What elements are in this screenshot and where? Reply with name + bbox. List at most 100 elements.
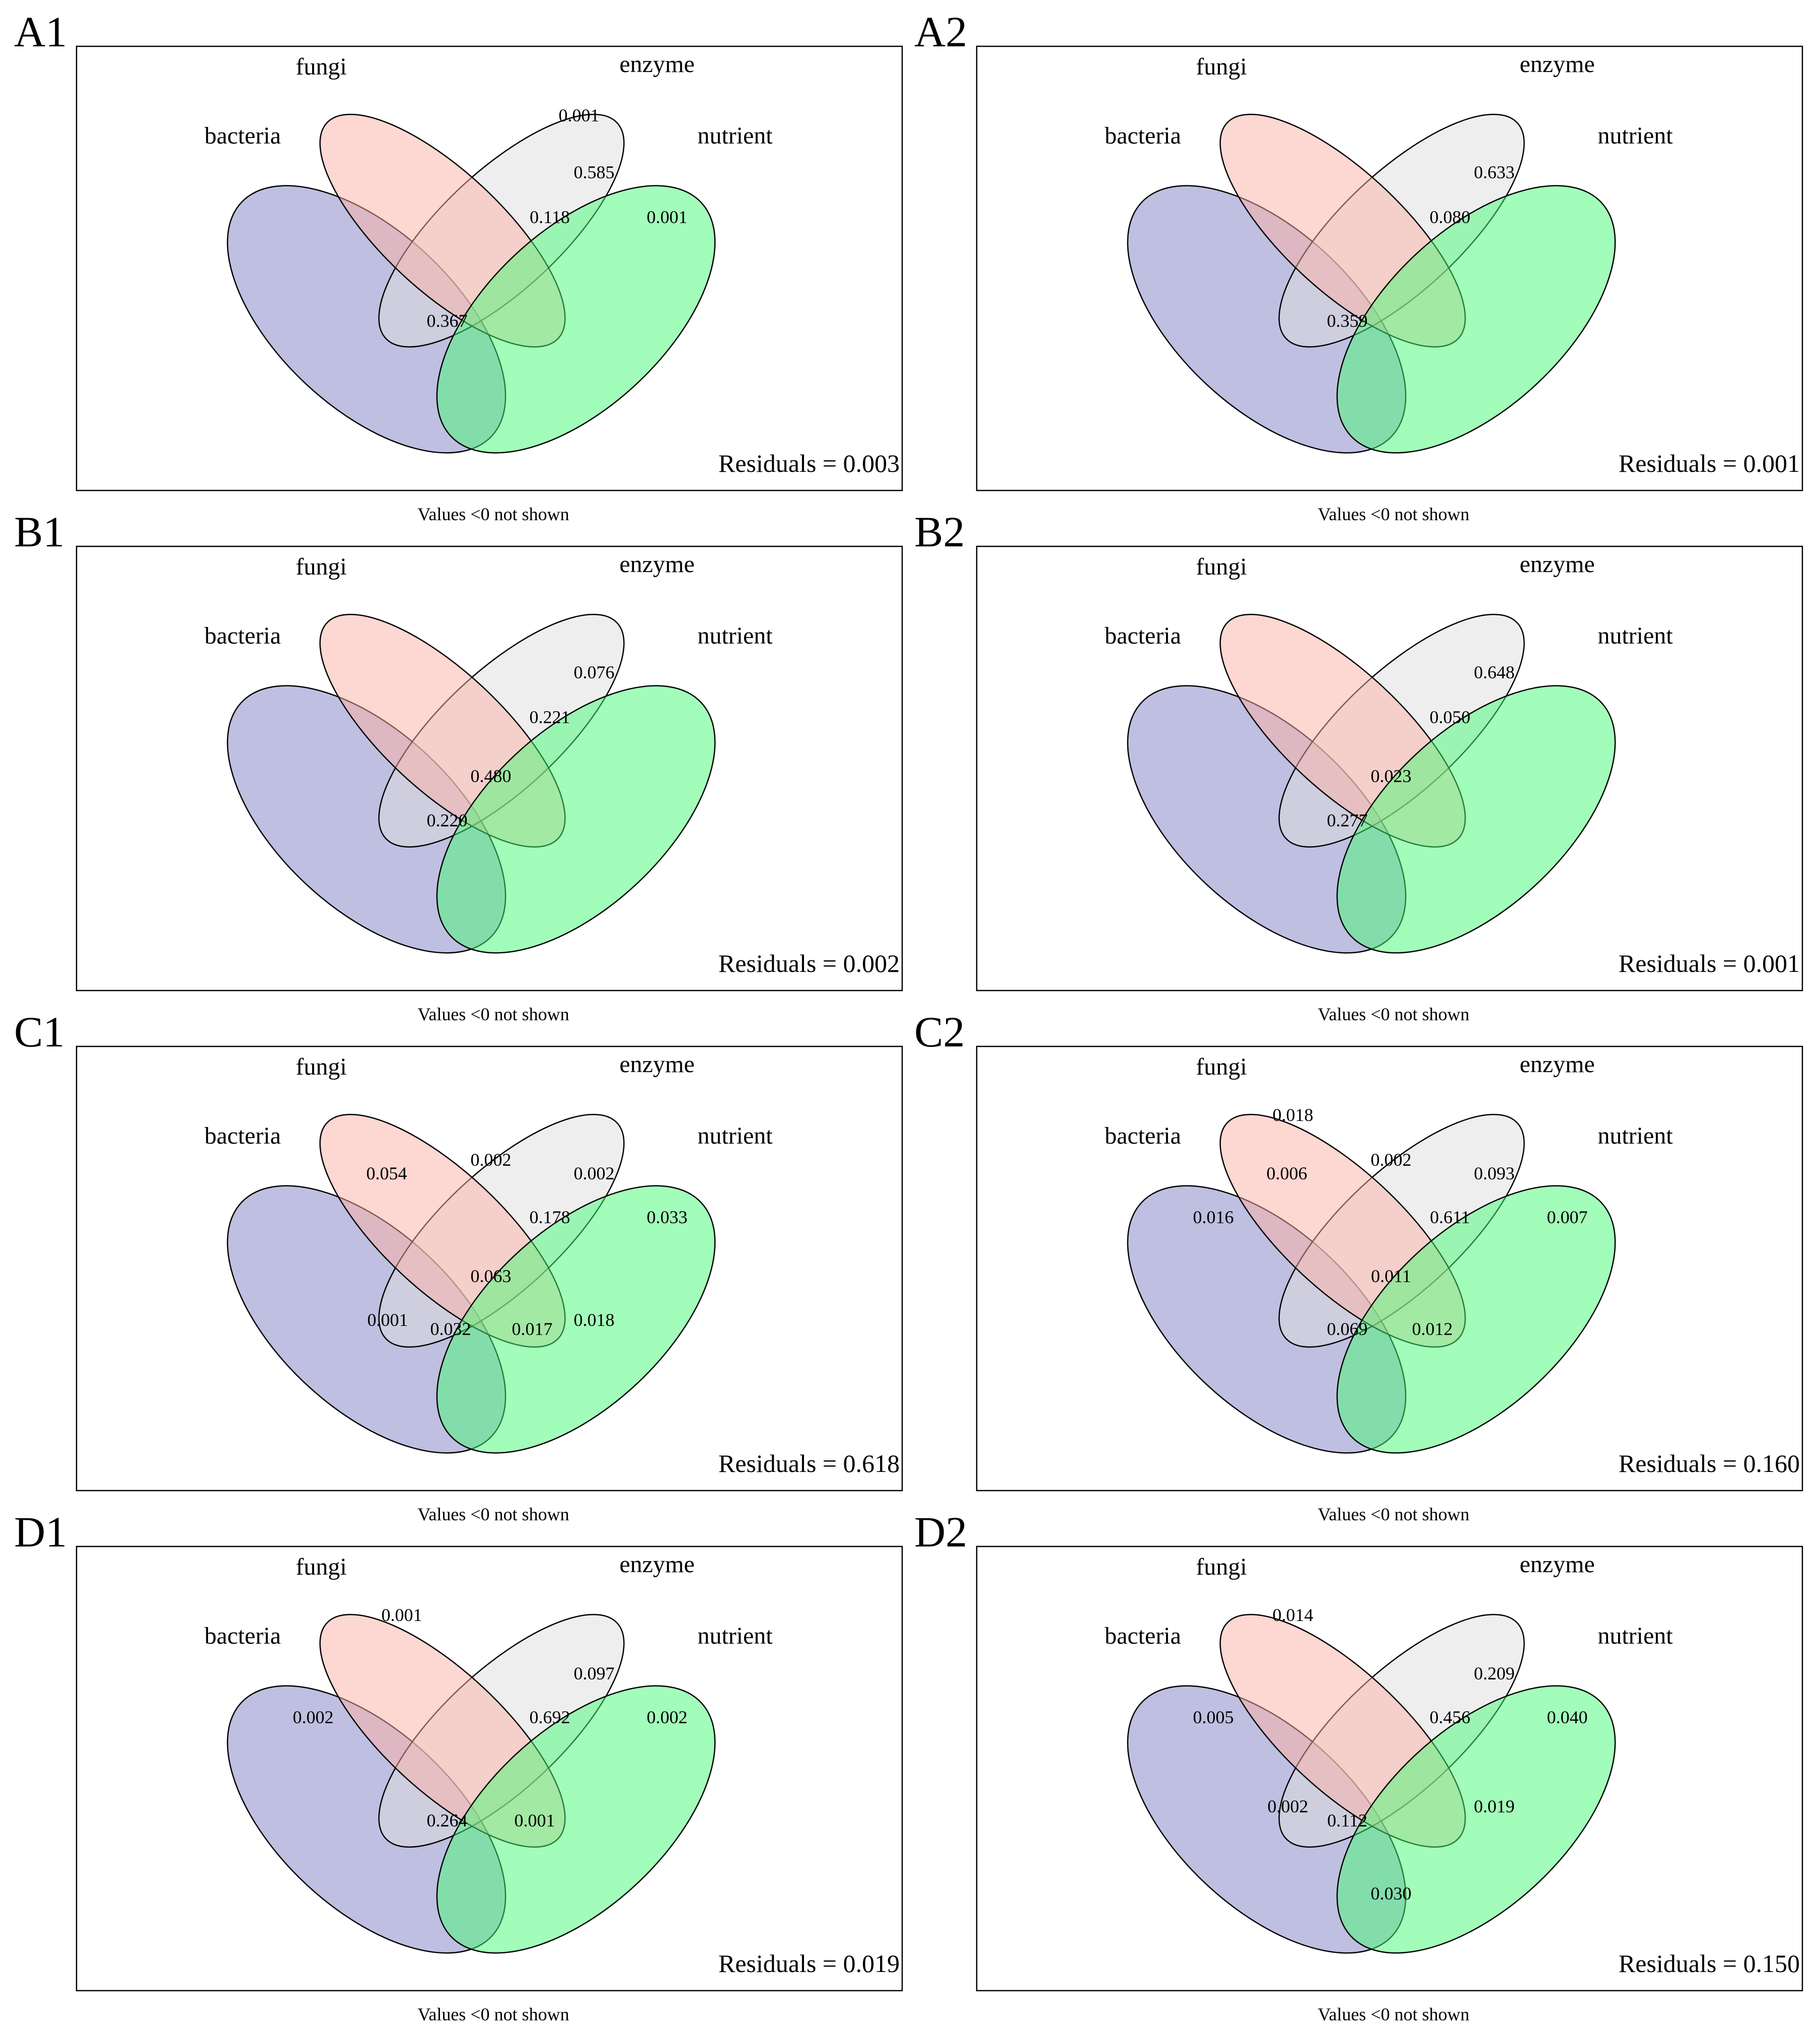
- nutrient-ellipse: [1336, 685, 1616, 954]
- value-fungi-enzyme: 0.002: [1371, 1150, 1412, 1170]
- bacteria-label: bacteria: [1105, 1623, 1181, 1649]
- enzyme-label: enzyme: [619, 51, 694, 78]
- residuals-label: Residuals = 0.001: [1619, 449, 1800, 477]
- value-bacteria-enzyme: 0.001: [368, 1310, 408, 1330]
- value-fungi-enzyme-nutrient: 0.456: [1430, 1707, 1471, 1727]
- value-fungi-enzyme-nutrient: 0.080: [1430, 207, 1471, 227]
- panel-C2: C2 bacteria fungi enzyme nutrient 0.018 0.006 0…: [914, 1008, 1803, 1524]
- value-enzyme-nutrient: 0.648: [1474, 662, 1515, 682]
- panel-label: C2: [914, 1008, 965, 1056]
- residuals-label: Residuals = 0.150: [1619, 1949, 1800, 1978]
- nutrient-label: nutrient: [1597, 622, 1673, 649]
- nutrient-label: nutrient: [697, 1623, 773, 1649]
- value-bacteria-fungi: 0.006: [1267, 1163, 1307, 1183]
- fungi-label: fungi: [1196, 1053, 1247, 1080]
- panel-label: D1: [14, 1508, 67, 1556]
- plot-frame: [76, 545, 903, 992]
- value-bacteria-enzyme-nutrient: 0.112: [1327, 1810, 1367, 1830]
- value-nutrient: 0.033: [647, 1207, 688, 1227]
- enzyme-label: enzyme: [1519, 1051, 1594, 1078]
- value-all: 0.063: [471, 1266, 512, 1286]
- value-enzyme-nutrient: 0.093: [1474, 1163, 1515, 1183]
- values-note: Values <0 not shown: [1318, 1004, 1469, 1024]
- bacteria-label: bacteria: [1105, 1122, 1181, 1149]
- value-bacteria: 0.005: [1193, 1707, 1234, 1727]
- panel-D1: D1 bacteria fungi enzyme nutrient 0.001 0.097 0…: [14, 1508, 903, 2024]
- panel-D2: D2 bacteria fungi enzyme nutrient 0.014 0.209 0…: [914, 1508, 1803, 2024]
- residuals-label: Residuals = 0.003: [718, 449, 900, 477]
- value-fungi-nutrient: 0.019: [1474, 1796, 1515, 1816]
- value-all: 0.480: [471, 766, 512, 786]
- nutrient-ellipse: [436, 685, 716, 954]
- value-fungi-nutrient: 0.018: [574, 1310, 615, 1330]
- value-bacteria-fungi: 0.054: [367, 1163, 407, 1183]
- enzyme-label: enzyme: [619, 1051, 694, 1078]
- value-bacteria-nutrient: 0.030: [1371, 1883, 1412, 1904]
- value-fungi-enzyme-nutrient: 0.118: [530, 207, 570, 227]
- value-bacteria-enzyme-nutrient: 0.359: [1327, 311, 1368, 331]
- enzyme-label: enzyme: [1519, 1551, 1594, 1578]
- fungi-label: fungi: [1196, 1554, 1247, 1580]
- plot-frame: [976, 45, 1803, 491]
- value-fungi-enzyme-nutrient: 0.050: [1430, 707, 1471, 727]
- values-note: Values <0 not shown: [417, 2004, 569, 2024]
- value-fungi-enzyme-nutrient: 0.692: [530, 1707, 570, 1727]
- nutrient-ellipse: [436, 1185, 716, 1454]
- value-bacteria-enzyme: 0.002: [1268, 1796, 1308, 1816]
- panel-label: A2: [914, 8, 967, 56]
- plot-frame: [76, 1045, 903, 1492]
- values-note: Values <0 not shown: [1318, 2004, 1469, 2024]
- value-nutrient: 0.002: [647, 1707, 688, 1727]
- value-bacteria-fungi-nutrient: 0.001: [515, 1810, 555, 1830]
- value-bacteria: 0.002: [293, 1707, 334, 1727]
- residuals-label: Residuals = 0.618: [718, 1449, 900, 1477]
- values-note: Values <0 not shown: [417, 1504, 569, 1524]
- bacteria-label: bacteria: [204, 1122, 281, 1149]
- value-fungi-enzyme: 0.002: [471, 1150, 512, 1170]
- nutrient-label: nutrient: [1597, 1623, 1673, 1649]
- panel-label: B1: [14, 508, 64, 556]
- panel-label: B2: [914, 508, 965, 556]
- value-bacteria-enzyme-nutrient: 0.069: [1327, 1319, 1368, 1339]
- panel-label: A1: [14, 8, 67, 56]
- value-enzyme: 0.001: [559, 105, 600, 125]
- bacteria-label: bacteria: [204, 622, 281, 649]
- nutrient-label: nutrient: [1597, 1122, 1673, 1149]
- panel-A1: A1 bacteria fungi enzyme nutrient 0.001 0.585 0…: [14, 8, 903, 524]
- plot-frame: [976, 1545, 1803, 1992]
- value-bacteria-fungi-nutrient: 0.017: [512, 1319, 553, 1339]
- bacteria-label: bacteria: [204, 1623, 281, 1649]
- fungi-label: fungi: [1196, 53, 1247, 80]
- value-enzyme-nutrient: 0.585: [574, 162, 615, 182]
- nutrient-label: nutrient: [1597, 122, 1673, 149]
- panel-C1: C1 bacteria fungi enzyme nutrient 0.054 0.002 0…: [14, 1008, 903, 1524]
- fungi-label: fungi: [296, 1053, 346, 1080]
- value-enzyme-nutrient: 0.002: [574, 1163, 615, 1183]
- plot-frame: [976, 545, 1803, 992]
- nutrient-label: nutrient: [697, 1122, 773, 1149]
- residuals-label: Residuals = 0.160: [1619, 1449, 1800, 1477]
- value-fungi: 0.018: [1273, 1105, 1314, 1125]
- enzyme-label: enzyme: [1519, 51, 1594, 78]
- value-nutrient: 0.001: [647, 207, 688, 227]
- value-all: 0.011: [1371, 1266, 1411, 1286]
- residuals-label: Residuals = 0.002: [718, 949, 900, 977]
- nutrient-ellipse: [1336, 1185, 1616, 1454]
- values-note: Values <0 not shown: [1318, 504, 1469, 524]
- bacteria-label: bacteria: [1105, 122, 1181, 149]
- value-bacteria-fungi-nutrient: 0.012: [1412, 1319, 1453, 1339]
- nutrient-label: nutrient: [697, 622, 773, 649]
- value-bacteria-enzyme-nutrient: 0.220: [427, 810, 468, 830]
- residuals-label: Residuals = 0.001: [1619, 949, 1800, 977]
- value-fungi-enzyme-nutrient: 0.611: [1430, 1207, 1470, 1227]
- value-enzyme-nutrient: 0.633: [1474, 162, 1515, 182]
- value-fungi-enzyme-nutrient: 0.178: [530, 1207, 570, 1227]
- value-fungi: 0.001: [382, 1605, 422, 1625]
- enzyme-label: enzyme: [619, 551, 694, 578]
- enzyme-label: enzyme: [1519, 551, 1594, 578]
- panel-label: C1: [14, 1008, 64, 1056]
- value-nutrient: 0.040: [1547, 1707, 1588, 1727]
- panel-B2: B2 bacteria fungi enzyme nutrient 0.648 0.050 0…: [914, 508, 1803, 1024]
- bacteria-label: bacteria: [204, 122, 281, 149]
